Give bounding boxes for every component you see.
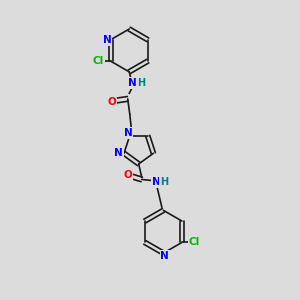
- Text: H: H: [160, 177, 168, 187]
- Text: H: H: [137, 78, 145, 88]
- Text: O: O: [123, 170, 132, 180]
- Text: N: N: [103, 35, 112, 45]
- Text: Cl: Cl: [93, 56, 104, 66]
- Text: N: N: [114, 148, 123, 158]
- Text: N: N: [124, 128, 133, 138]
- Text: Cl: Cl: [189, 237, 200, 248]
- Text: N: N: [152, 177, 160, 187]
- Text: O: O: [108, 97, 116, 107]
- Text: N: N: [128, 78, 137, 88]
- Text: N: N: [160, 251, 169, 261]
